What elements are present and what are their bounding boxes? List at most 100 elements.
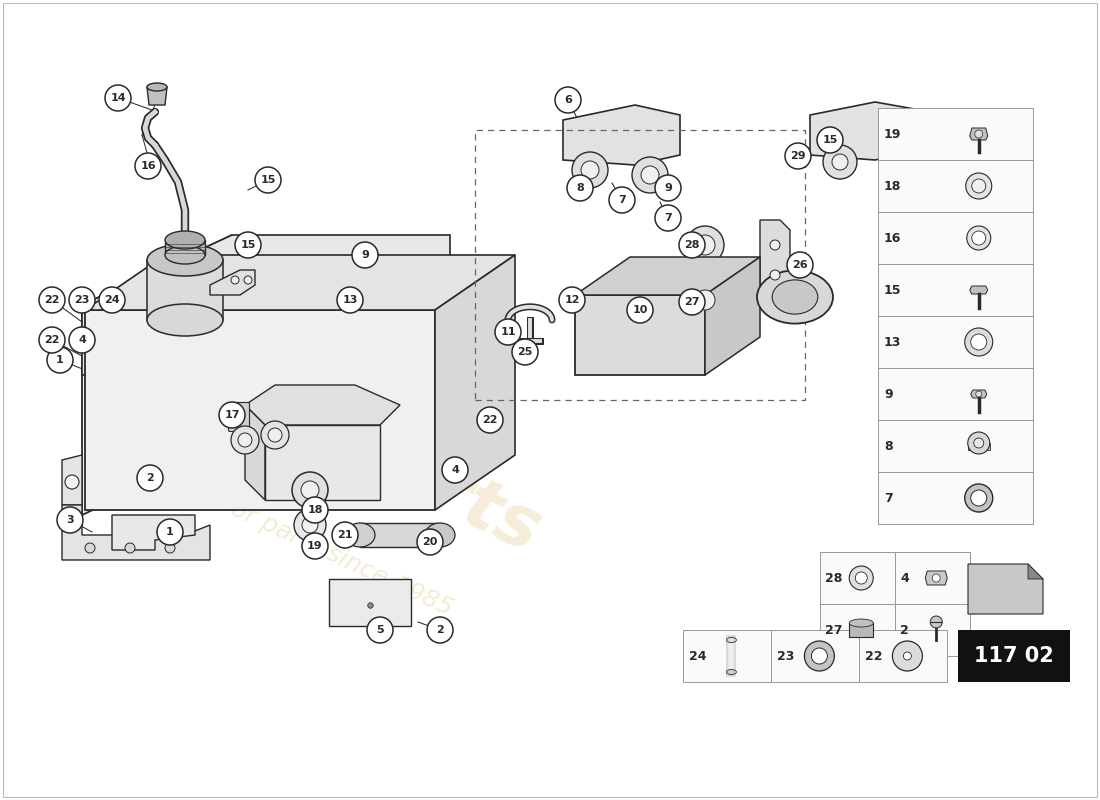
Text: 5: 5 (376, 625, 384, 635)
Text: 13: 13 (342, 295, 358, 305)
Circle shape (559, 287, 585, 313)
Text: 17: 17 (224, 410, 240, 420)
Polygon shape (165, 240, 205, 255)
Text: 21: 21 (338, 530, 353, 540)
Text: 117 02: 117 02 (975, 646, 1054, 666)
Circle shape (903, 652, 912, 660)
Text: 4: 4 (451, 465, 459, 475)
Ellipse shape (772, 280, 817, 314)
Text: 8: 8 (576, 183, 584, 193)
Circle shape (965, 328, 992, 356)
Text: 8: 8 (884, 439, 892, 453)
Circle shape (975, 130, 982, 138)
Polygon shape (970, 128, 988, 140)
Circle shape (970, 490, 987, 506)
Circle shape (294, 509, 326, 541)
Text: 1: 1 (56, 355, 64, 365)
Circle shape (47, 347, 73, 373)
Circle shape (632, 157, 668, 193)
Circle shape (332, 522, 358, 548)
Circle shape (85, 543, 95, 553)
Bar (895, 604, 970, 656)
Bar (475, 130, 805, 400)
Text: 18: 18 (307, 505, 322, 515)
Circle shape (572, 152, 608, 188)
Circle shape (352, 242, 378, 268)
Text: 4: 4 (900, 571, 909, 585)
Circle shape (238, 433, 252, 447)
Circle shape (892, 641, 923, 671)
Text: 6: 6 (564, 95, 572, 105)
Text: 28: 28 (825, 571, 843, 585)
Polygon shape (810, 102, 950, 160)
Circle shape (244, 276, 252, 284)
Circle shape (261, 421, 289, 449)
Text: 26: 26 (792, 260, 807, 270)
Polygon shape (705, 257, 760, 375)
Text: 4: 4 (78, 335, 86, 345)
Circle shape (770, 270, 780, 280)
Circle shape (427, 617, 453, 643)
Text: 22: 22 (482, 415, 497, 425)
Text: 29: 29 (790, 151, 806, 161)
Bar (878, 108, 1033, 160)
Circle shape (812, 648, 827, 664)
Text: 15: 15 (261, 175, 276, 185)
Bar (878, 368, 1033, 420)
Bar (878, 472, 1033, 524)
Circle shape (679, 232, 705, 258)
Circle shape (931, 616, 943, 628)
Bar (878, 316, 1033, 368)
Text: 9: 9 (361, 250, 368, 260)
Polygon shape (62, 455, 82, 505)
FancyBboxPatch shape (958, 630, 1070, 682)
Ellipse shape (147, 304, 223, 336)
Circle shape (157, 519, 183, 545)
Circle shape (968, 432, 990, 454)
Circle shape (883, 148, 917, 182)
Circle shape (69, 287, 95, 313)
Text: a passion for parts since 1985: a passion for parts since 1985 (103, 439, 456, 621)
Circle shape (219, 402, 245, 428)
Polygon shape (360, 523, 440, 547)
Circle shape (892, 157, 907, 173)
Text: 11: 11 (500, 327, 516, 337)
Text: 7: 7 (664, 213, 672, 223)
Polygon shape (82, 235, 450, 375)
Bar (683, 630, 771, 682)
Circle shape (556, 87, 581, 113)
Text: 23: 23 (75, 295, 90, 305)
Text: 15: 15 (823, 135, 838, 145)
Circle shape (581, 161, 600, 179)
Polygon shape (434, 255, 515, 510)
Circle shape (165, 543, 175, 553)
Text: 27: 27 (684, 297, 700, 307)
Circle shape (566, 175, 593, 201)
Circle shape (976, 391, 981, 397)
Polygon shape (245, 385, 400, 425)
Text: 7: 7 (618, 195, 626, 205)
Circle shape (495, 319, 521, 345)
Text: 13: 13 (884, 335, 901, 349)
Circle shape (302, 497, 328, 523)
Ellipse shape (165, 231, 205, 249)
Circle shape (69, 327, 95, 353)
Text: europaparts: europaparts (69, 293, 551, 567)
Polygon shape (210, 270, 255, 295)
Circle shape (512, 339, 538, 365)
Ellipse shape (425, 523, 455, 547)
Text: 18: 18 (884, 179, 901, 193)
Circle shape (849, 566, 873, 590)
Text: 12: 12 (564, 295, 580, 305)
Circle shape (301, 481, 319, 499)
Circle shape (65, 475, 79, 489)
Text: 23: 23 (777, 650, 794, 662)
Bar (878, 420, 1033, 472)
Circle shape (695, 290, 715, 310)
Bar (878, 160, 1033, 212)
Circle shape (125, 543, 135, 553)
Polygon shape (968, 564, 1043, 614)
Ellipse shape (147, 83, 167, 91)
Text: 16: 16 (884, 231, 901, 245)
Circle shape (292, 472, 328, 508)
